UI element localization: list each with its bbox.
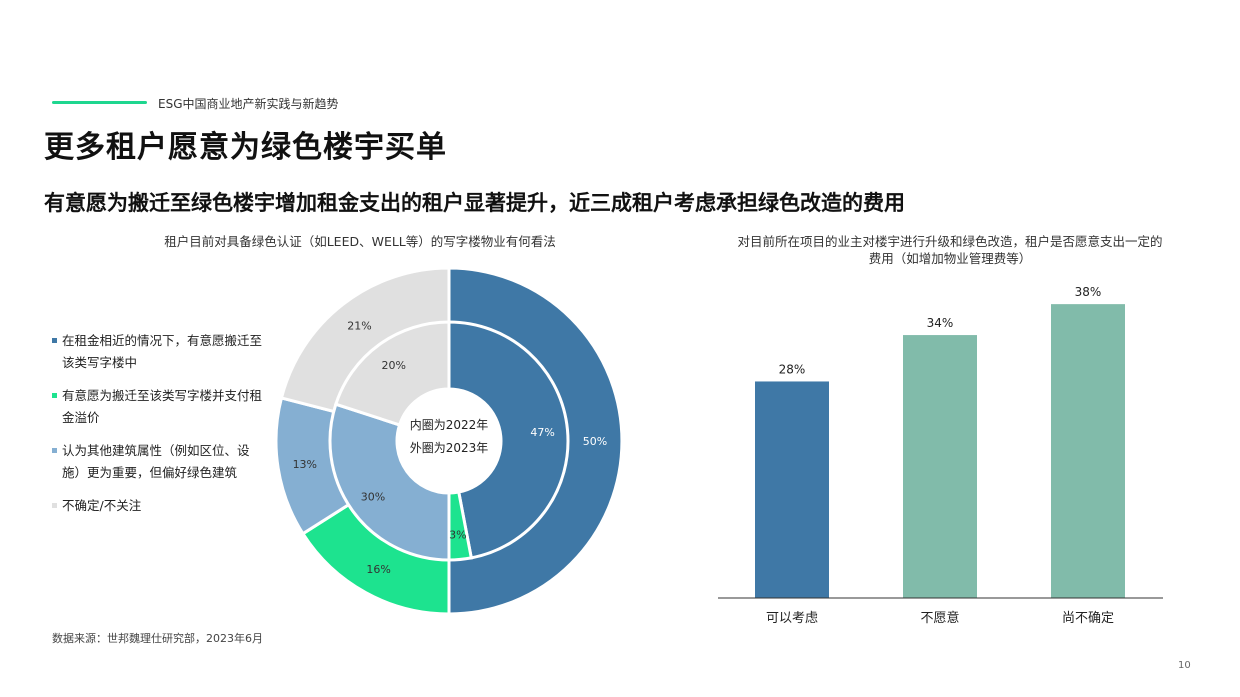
legend-marker-relocate	[52, 338, 57, 343]
page-title: 更多租户愿意为绿色楼宇买单	[44, 130, 447, 165]
bar-chart-title: 对目前所在项目的业主对楼宇进行升级和绿色改造，租户是否愿意支出一定的 费用（如增…	[690, 233, 1210, 267]
donut-inner-label: 20%	[382, 359, 406, 372]
legend-marker-other-attributes	[52, 448, 57, 453]
bar-chart-title-line-1: 对目前所在项目的业主对楼宇进行升级和绿色改造，租户是否愿意支出一定的	[737, 234, 1163, 249]
data-source: 数据来源：世邦魏理仕研究部，2023年6月	[52, 632, 263, 645]
legend-label-relocate: 在租金相近的情况下，有意愿搬迁至该类写字楼中	[62, 333, 263, 370]
donut-center-hole	[397, 389, 501, 493]
donut-chart-title: 租户目前对具备绿色认证（如LEED、WELL等）的写字楼物业有何看法	[164, 234, 556, 249]
donut-outer-label: 16%	[366, 563, 390, 576]
donut-outer-label: 21%	[347, 320, 371, 333]
legend-item-other-attributes: 认为其他建筑属性（例如区位、设施）更为重要，但偏好绿色建筑	[52, 440, 267, 484]
donut-inner-label: 47%	[530, 426, 554, 439]
accent-line	[52, 101, 147, 104]
page-number: 10	[1178, 660, 1191, 671]
donut-inner-label: 3%	[449, 529, 466, 542]
donut-inner-label: 30%	[361, 490, 385, 503]
page-subtitle: 有意愿为搬迁至绿色楼宇增加租金支出的租户显著提升，近三成租户考虑承担绿色改造的费…	[44, 191, 905, 215]
donut-outer-label: 50%	[583, 435, 607, 448]
donut-center-label-outer: 外圈为2023年	[410, 441, 489, 455]
donut-data-labels: 50% 16% 13% 21% 47% 3% 30% 20%	[293, 320, 608, 576]
donut-legend: 在租金相近的情况下，有意愿搬迁至该类写字楼中 有意愿为搬迁至该类写字楼并支付租金…	[52, 330, 267, 528]
legend-label-uncertain: 不确定/不关注	[62, 498, 142, 513]
legend-label-other-attributes: 认为其他建筑属性（例如区位、设施）更为重要，但偏好绿色建筑	[62, 443, 250, 480]
legend-marker-uncertain	[52, 503, 57, 508]
legend-marker-premium	[52, 393, 57, 398]
legend-item-uncertain: 不确定/不关注	[52, 495, 267, 517]
legend-label-premium: 有意愿为搬迁至该类写字楼并支付租金溢价	[62, 388, 263, 425]
legend-item-premium: 有意愿为搬迁至该类写字楼并支付租金溢价	[52, 385, 267, 429]
report-label: ESG中国商业地产新实践与新趋势	[158, 97, 339, 111]
legend-item-relocate: 在租金相近的情况下，有意愿搬迁至该类写字楼中	[52, 330, 267, 374]
donut-inner-slice-2022	[328, 402, 451, 562]
donut-center-label-inner: 内圈为2022年	[410, 418, 489, 432]
donut-outer-label: 13%	[293, 458, 317, 471]
bar-chart-title-line-2: 费用（如增加物业管理费等）	[868, 251, 1032, 266]
donut-inner-ring	[328, 320, 570, 562]
donut-outer-ring	[274, 266, 624, 616]
